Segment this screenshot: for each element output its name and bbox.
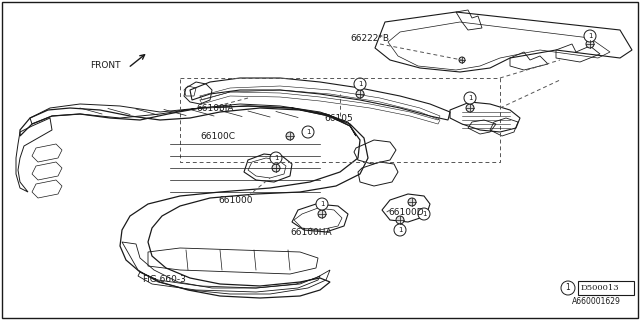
- Text: A660001629: A660001629: [572, 298, 621, 307]
- Text: 66100D: 66100D: [388, 207, 424, 217]
- Text: D500013: D500013: [581, 284, 620, 292]
- Circle shape: [466, 104, 474, 112]
- Circle shape: [418, 208, 430, 220]
- Circle shape: [356, 90, 364, 98]
- Text: 66100HA: 66100HA: [290, 228, 332, 236]
- Circle shape: [272, 164, 280, 172]
- Circle shape: [354, 78, 366, 90]
- Text: 1: 1: [468, 95, 472, 101]
- Circle shape: [286, 132, 294, 140]
- Circle shape: [302, 126, 314, 138]
- Text: 1: 1: [422, 211, 426, 217]
- Text: 1: 1: [566, 284, 570, 292]
- Text: 66100C: 66100C: [200, 132, 235, 140]
- Circle shape: [318, 210, 326, 218]
- Text: 661000: 661000: [218, 196, 253, 204]
- Circle shape: [408, 198, 416, 206]
- Circle shape: [270, 152, 282, 164]
- Circle shape: [316, 198, 328, 210]
- Text: 66222*B: 66222*B: [350, 34, 389, 43]
- Circle shape: [586, 40, 594, 48]
- Text: 1: 1: [358, 81, 362, 87]
- Text: 1: 1: [588, 33, 592, 39]
- Text: 1: 1: [306, 129, 310, 135]
- Circle shape: [464, 92, 476, 104]
- Text: 66100IA: 66100IA: [196, 103, 234, 113]
- Text: 1: 1: [274, 155, 278, 161]
- Text: 66105: 66105: [324, 114, 353, 123]
- Circle shape: [459, 57, 465, 63]
- Text: 1: 1: [320, 201, 324, 207]
- Circle shape: [561, 281, 575, 295]
- Circle shape: [584, 30, 596, 42]
- Circle shape: [396, 216, 404, 224]
- Text: FRONT: FRONT: [90, 61, 120, 70]
- Text: FIG.660-3: FIG.660-3: [142, 276, 186, 284]
- Circle shape: [394, 224, 406, 236]
- Text: 1: 1: [397, 227, 403, 233]
- Bar: [578, 281, 634, 295]
